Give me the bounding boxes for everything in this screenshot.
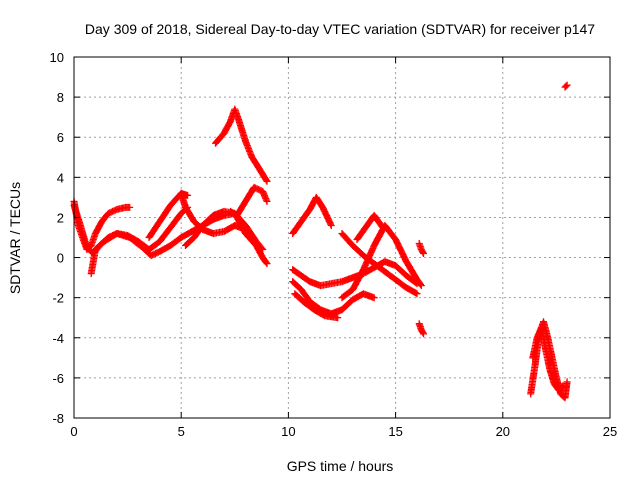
series-arc-o — [353, 211, 387, 243]
series-arc-m — [338, 230, 421, 298]
y-tick-label: 8 — [57, 90, 64, 105]
scatter-points — [353, 211, 387, 243]
series-arc-p — [415, 240, 427, 257]
axis-ticks: 0 5 10 15 20 25 -8 -6 -4 -2 0 2 4 6 8 10 — [50, 50, 618, 439]
x-tick-label: 20 — [496, 424, 510, 439]
y-tick-label: -2 — [52, 291, 64, 306]
y-tick-label: 4 — [57, 170, 64, 185]
series-arc-n — [338, 222, 425, 302]
series-arc-l — [291, 290, 342, 322]
x-tick-label: 10 — [281, 424, 295, 439]
x-tick-label: 25 — [603, 424, 617, 439]
data-points — [70, 81, 571, 402]
series-arc-t — [561, 81, 571, 91]
plot-frame — [73, 56, 611, 419]
y-tick-label: 6 — [57, 130, 64, 145]
chart-title: Day 309 of 2018, Sidereal Day-to-day VTE… — [85, 21, 595, 37]
x-tick-label: 0 — [70, 424, 77, 439]
scatter-points — [227, 183, 271, 219]
scatter-points — [70, 201, 192, 257]
series-arc-i — [289, 193, 335, 237]
series-arc-q — [415, 320, 427, 338]
y-tick-label: 10 — [50, 50, 64, 65]
scatter-points — [289, 278, 378, 318]
x-axis-label: GPS time / hours — [287, 458, 394, 474]
grid — [74, 57, 610, 418]
series-arc-g — [212, 105, 271, 185]
scatter-points — [291, 290, 342, 322]
series-arc-s — [529, 324, 567, 394]
series-arc-k — [289, 278, 378, 318]
x-tick-label: 5 — [178, 424, 185, 439]
y-tick-label: -4 — [52, 331, 64, 346]
x-tick-label: 15 — [388, 424, 402, 439]
scatter-points — [338, 230, 421, 298]
series-arc-h — [227, 183, 271, 219]
scatter-points — [289, 193, 335, 237]
y-tick-label: 0 — [57, 251, 64, 266]
scatter-points — [415, 240, 427, 257]
scatter-points — [415, 320, 427, 338]
y-tick-label: -6 — [52, 371, 64, 386]
scatter-points — [529, 324, 567, 394]
scatter-points — [338, 222, 425, 302]
series-arc-b — [70, 201, 192, 257]
y-tick-label: 2 — [57, 210, 64, 225]
scatter-points — [561, 81, 571, 91]
y-tick-label: -8 — [52, 411, 64, 426]
scatter-points — [212, 105, 271, 185]
y-axis-label: SDTVAR / TECUs — [7, 182, 23, 294]
